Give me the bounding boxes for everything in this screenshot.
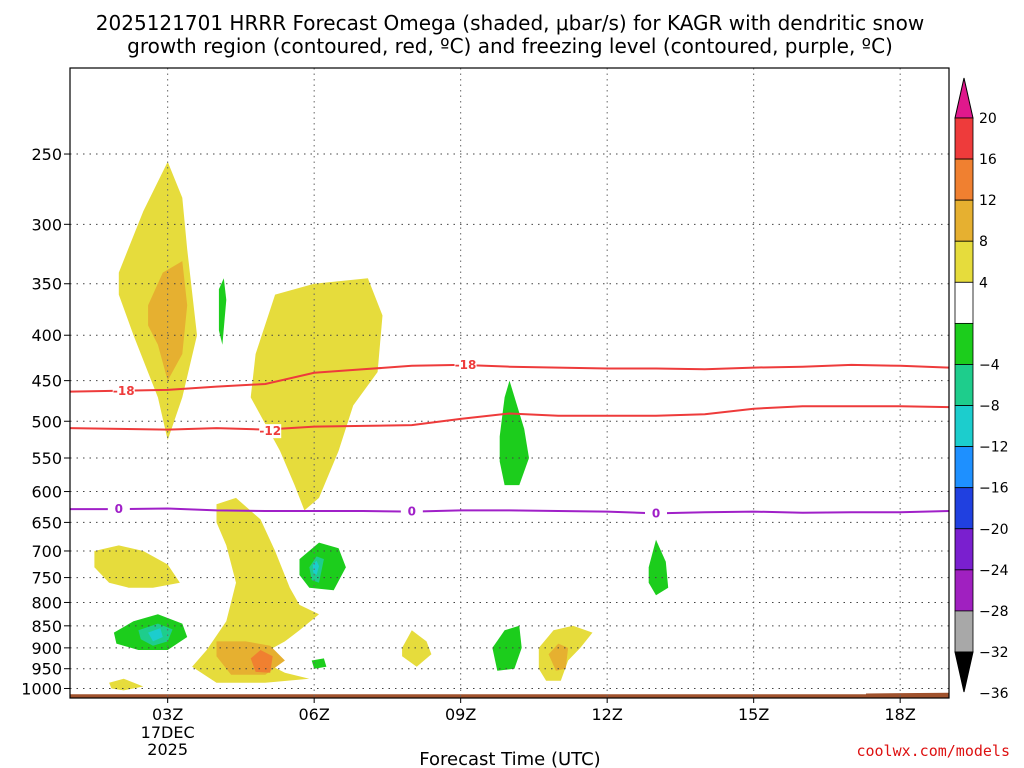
y-tick-label-850: 850 (31, 617, 62, 636)
omega-shading-layer (70, 161, 949, 698)
y-tick-label-600: 600 (31, 483, 62, 502)
omega-region-9 (299, 542, 346, 591)
colorbar-top-arrow (954, 77, 974, 119)
x-axis-title: Forecast Time (UTC) (419, 749, 600, 768)
y-tick-label-350: 350 (31, 275, 62, 294)
omega-region-17 (402, 630, 432, 667)
colorbar-bin-8 (954, 446, 974, 489)
colorbar-label--24: −24 (979, 563, 1009, 579)
colorbar-label-4: 4 (979, 275, 988, 291)
colorbar-bin-3 (954, 240, 974, 283)
omega-region-2 (250, 278, 383, 511)
y-axis: 250 300 350 400 450 500 550 600 650 700 750 800 850 9… (21, 145, 70, 698)
colorbar-bin-7 (954, 405, 974, 448)
omega-region-8 (250, 650, 273, 673)
y-tick-label-400: 400 (31, 326, 62, 345)
colorbar-bin-9 (954, 487, 974, 530)
contour-label-bg--18-1 (454, 357, 477, 372)
y-tick-label-800: 800 (31, 593, 62, 612)
contour-label--12-0: -12 (259, 424, 281, 438)
omega-region-16 (109, 678, 144, 691)
colorbar-label--16: −16 (979, 481, 1009, 497)
colorbar-label--28: −28 (979, 604, 1009, 620)
colorbar-bottom-arrow (954, 651, 974, 693)
contour-label-bg-0-2 (645, 506, 667, 521)
colorbar-label--4: −4 (979, 357, 1000, 373)
colorbar-label-12: 12 (979, 193, 997, 209)
colorbar-label-20: 20 (979, 111, 997, 127)
y-tick-label-700: 700 (31, 542, 62, 561)
omega-region-15 (311, 658, 327, 669)
chart-title-line-2: growth region (contoured, red, ºC) and f… (127, 34, 893, 58)
y-tick-label-450: 450 (31, 372, 62, 391)
y-tick-label-500: 500 (31, 412, 62, 431)
contour-label-0-1: 0 (408, 505, 416, 519)
colorbar-label-8: 8 (979, 234, 988, 250)
plot-frame (69, 67, 950, 699)
colorbar-bin-4 (954, 281, 974, 324)
contour-line--18 (69, 363, 950, 393)
omega-region-20 (548, 643, 569, 671)
x-tick-date-label: 17DEC (141, 723, 195, 742)
colorbar-label--32: −32 (979, 645, 1009, 661)
colorbar-bin-12 (954, 610, 974, 653)
colorbar-bin-10 (954, 528, 974, 571)
colorbar-bin-2 (954, 199, 974, 242)
colorbar-label--12: −12 (979, 440, 1009, 456)
contour-line--12 (69, 405, 950, 431)
x-tick-label-15Z: 15Z (738, 705, 769, 724)
omega-region-14 (148, 628, 163, 642)
x-tick-label-18Z: 18Z (885, 705, 916, 724)
omega-region-3 (218, 278, 227, 345)
contour-label-bg-0-1 (400, 504, 423, 519)
contour-label--18-1: -18 (455, 358, 477, 372)
y-tick-label-650: 650 (31, 513, 62, 532)
x-tick-label-06Z: 06Z (299, 705, 330, 724)
colorbar-bin-5 (954, 322, 974, 365)
chart-title-line-1: 2025121701 HRRR Forecast Omega (shaded, … (96, 11, 924, 35)
x-tick-year-label: 2025 (147, 740, 188, 759)
y-tick-label-300: 300 (31, 215, 62, 234)
contour-line-0 (70, 507, 950, 515)
contour-label-bg-0-0 (107, 502, 130, 517)
omega-region-6 (192, 497, 319, 683)
x-tick-label-03Z: 03Z (152, 705, 183, 724)
y-tick-label-250: 250 (31, 145, 62, 164)
omega-region-18 (492, 625, 522, 671)
colorbar-label--20: −20 (979, 522, 1009, 538)
grid-lines (70, 68, 949, 698)
y-tick-label-1000: 1000 (21, 679, 62, 698)
colorbar-label--36: −36 (979, 686, 1009, 702)
colorbar-label-16: 16 (979, 152, 997, 168)
contour-label--18-0: -18 (113, 384, 135, 398)
contour-label-bg--12-0 (259, 424, 282, 439)
site-credit: coolwx.com/models (856, 742, 1010, 760)
y-tick-label-950: 950 (31, 660, 62, 679)
colorbar: 20 16 12 8 4 −4 −8 −12 −16 −20 −24 −28 −32 −36 (954, 77, 1009, 702)
colorbar-label--8: −8 (979, 399, 1000, 415)
contour-label-bg--18-0 (112, 383, 135, 398)
omega-region-1 (148, 261, 188, 381)
y-tick-label-900: 900 (31, 639, 62, 658)
colorbar-bin-11 (954, 569, 974, 612)
omega-region-21 (648, 539, 669, 596)
x-tick-label-12Z: 12Z (592, 705, 623, 724)
x-tick-label-09Z: 09Z (445, 705, 476, 724)
omega-region-22 (70, 692, 949, 698)
y-tick-label-550: 550 (31, 449, 62, 468)
y-tick-label-750: 750 (31, 569, 62, 588)
contour-label-0-2: 0 (652, 506, 660, 520)
colorbar-bin-0 (954, 117, 974, 160)
plot-area: -18 -18 -12 0 0 0 (69, 67, 950, 699)
contour-label-0-0: 0 (115, 502, 123, 516)
omega-region-4 (499, 380, 529, 486)
contour-layer: -18 -18 -12 0 0 0 (69, 357, 950, 521)
colorbar-bin-6 (954, 364, 974, 406)
colorbar-bin-1 (954, 158, 974, 201)
